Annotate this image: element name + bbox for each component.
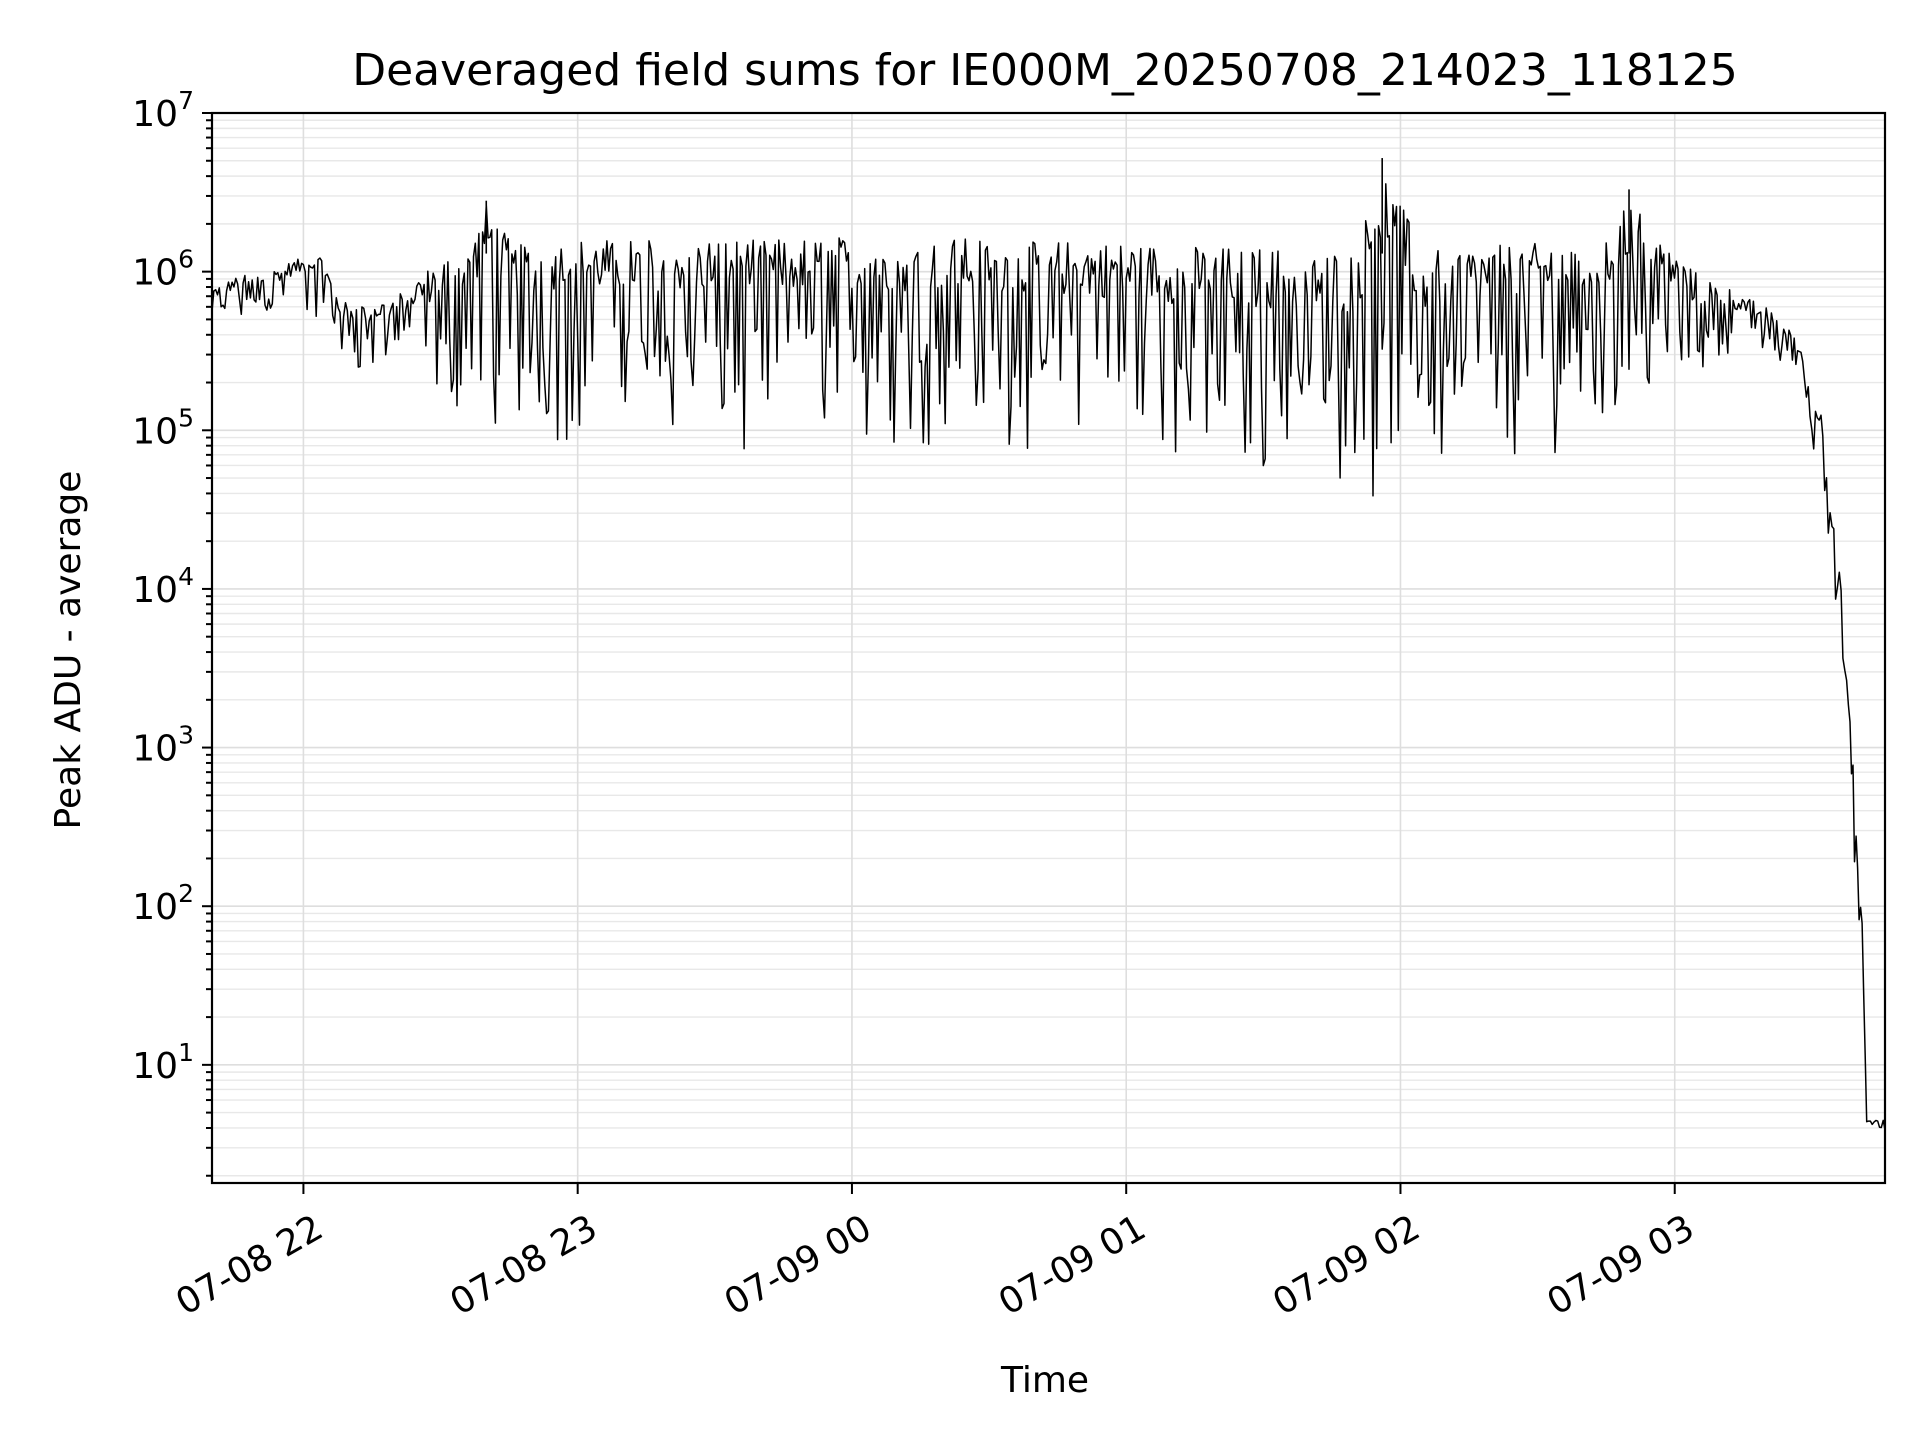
grid-layer	[212, 112, 1885, 1183]
series-layer	[211, 158, 1886, 1130]
y-tick-label: 102	[132, 879, 194, 928]
y-tick-label: 105	[132, 403, 194, 452]
y-tick-base: 10	[132, 570, 178, 611]
series-line	[211, 183, 1886, 1130]
y-tick-label: 107	[132, 86, 194, 135]
y-tick-exponent: 4	[178, 562, 194, 591]
y-tick-label: 103	[132, 721, 194, 770]
y-tick-base: 10	[132, 253, 178, 294]
axes-frame	[210, 111, 1887, 1185]
y-tick-base: 10	[132, 94, 178, 135]
y-tick-label: 106	[132, 245, 194, 294]
y-tick-exponent: 2	[178, 879, 194, 908]
y-axis-label: Peak ADU - average	[48, 471, 89, 830]
ticks-layer	[202, 112, 1676, 1194]
y-tick-exponent: 1	[178, 1038, 194, 1067]
y-tick-base: 10	[132, 887, 178, 928]
y-tick-base: 10	[132, 1046, 178, 1087]
y-tick-base: 10	[132, 729, 178, 770]
y-tick-exponent: 3	[178, 721, 194, 750]
x-axis-label: Time	[1000, 1360, 1089, 1401]
y-tick-exponent: 6	[178, 245, 194, 274]
chart-title: Deaveraged field sums for IE000M_2025070…	[352, 45, 1738, 96]
y-tick-base: 10	[132, 411, 178, 452]
y-tick-label: 101	[132, 1038, 194, 1087]
y-tick-label: 104	[132, 562, 194, 611]
y-tick-exponent: 7	[178, 86, 194, 115]
y-tick-exponent: 5	[178, 403, 194, 432]
